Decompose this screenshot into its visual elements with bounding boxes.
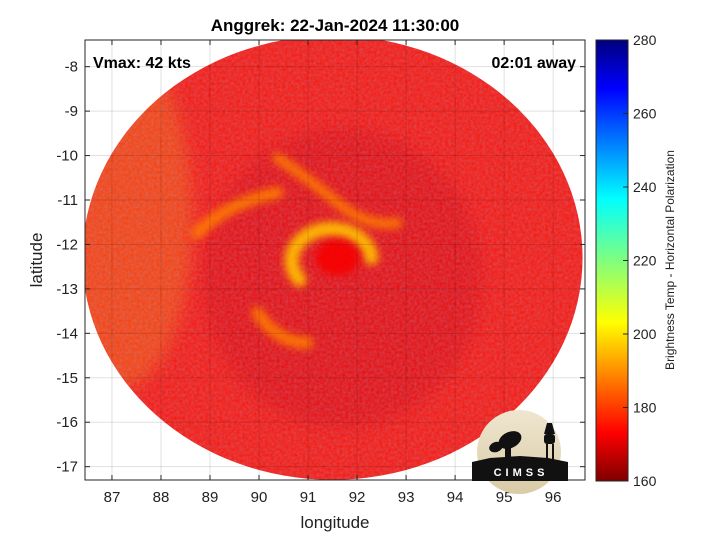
cimss-logo: CIMSS [472,410,568,494]
plot-frame [84,39,586,481]
y-tick-label: -17 [56,459,78,476]
y-tick-label: -16 [56,414,78,431]
y-tick-label: -10 [56,148,78,165]
colorbar-tick-label: 280 [633,32,657,48]
x-tick-label: 95 [496,489,513,506]
x-tick-label: 91 [300,489,317,506]
logo-sky [477,410,561,494]
eye [315,239,360,276]
x-tick-label: 92 [349,489,366,506]
colorbar [595,39,629,482]
y-axis-label: latitude [27,233,46,288]
y-tick-label: -9 [65,103,78,120]
y-axis-ticks: -8 -9 -10 -11 -12 -13 -14 -15 -16 -17 [56,59,585,476]
x-axis-ticks: 87 88 89 90 91 92 93 94 95 96 [104,40,562,506]
chart-title: Anggrek: 22-Jan-2024 11:30:00 [211,16,460,35]
colorbar-tick-label: 240 [633,179,657,195]
logo-text: CIMSS [494,467,549,479]
x-tick-label: 89 [202,489,219,506]
x-tick-label: 96 [545,489,562,506]
time-offset-annotation: 02:01 away [491,55,576,72]
x-tick-label: 88 [153,489,170,506]
x-axis-label: longitude [300,513,369,532]
colorbar-tick-label: 220 [633,253,657,269]
vmax-annotation: Vmax: 42 kts [93,55,191,72]
colorbar-label: Brightness Temp - Horizontal Polarizatio… [663,150,677,370]
y-tick-label: -13 [56,281,78,298]
x-tick-label: 90 [251,489,268,506]
logo-silhouette [472,423,568,481]
colorbar-tick-label: 200 [633,326,657,342]
swath-image [85,40,583,480]
y-tick-label: -15 [56,370,78,387]
colorbar-tick-label: 160 [633,473,657,489]
y-tick-label: -11 [57,192,78,209]
y-tick-label: -8 [65,59,78,76]
y-tick-label: -12 [56,236,78,253]
colorbar-ticks: 280 260 240 220 200 180 160 [623,32,657,489]
rainband-2 [191,186,284,239]
colorbar-tick-label: 180 [633,400,657,416]
eyewall [284,221,379,287]
x-tick-label: 87 [104,489,121,506]
brightness-temp-swath [85,40,583,480]
rainband-3 [251,306,314,349]
y-tick-label: -14 [56,325,78,342]
x-tick-label: 93 [398,489,415,506]
colorbar-tick-label: 260 [633,106,657,122]
rainband-1 [272,152,403,229]
x-tick-label: 94 [447,489,464,506]
